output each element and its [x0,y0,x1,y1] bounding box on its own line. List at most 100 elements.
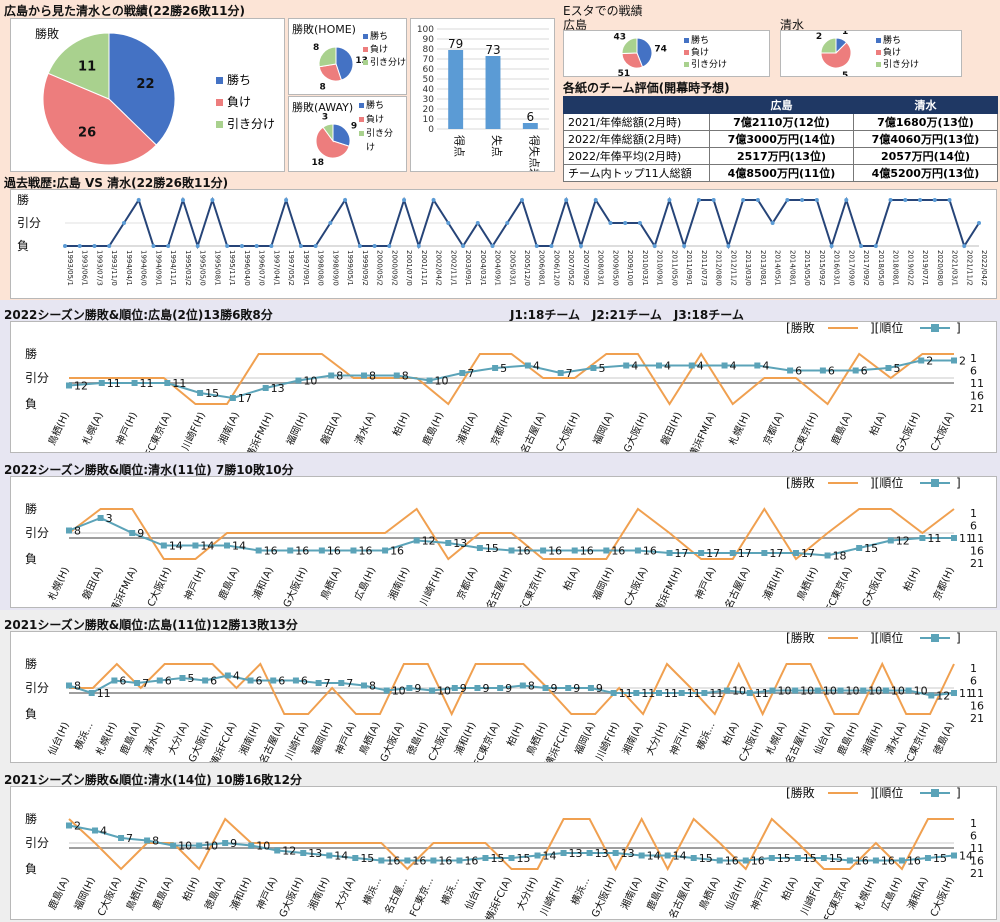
x-tick-label: 1995/03/2 [184,250,192,286]
rank-value: 5 [893,362,900,375]
x-tick-label: 2001/11/1 [420,250,428,286]
rank-value: 13 [569,847,583,860]
rank-value: 11 [107,377,121,390]
rank-marker [300,850,307,856]
x-tick-label: 徳島(A) [930,720,956,757]
x-tick-label: 湘南(A) [619,720,645,757]
pie-label: 9 [351,122,357,132]
rank-marker [846,857,853,864]
rank-marker [716,857,723,864]
rank-value: 14 [334,850,348,863]
history-point [313,244,318,248]
rank-value: 17 [738,547,752,560]
x-tick-label: 札幌(A) [763,720,789,757]
x-tick-label: 2015/05/0 [803,250,811,286]
rank-value: 4 [762,360,769,373]
x-tick-label: 1999/09/2 [361,250,369,286]
x-tick-label: 湘南(H) [858,720,885,758]
es-legend-loss: 負け [876,47,919,59]
pie-label: 74 [654,45,667,55]
rank-value: 11 [140,377,154,390]
rank-value: 6 [861,365,868,378]
result-line [69,661,955,717]
rank-value: 11 [172,377,186,390]
home-pie-box: 勝敗(HOME) 13 8 8 勝ち 負け 引き分け [288,18,407,95]
es-legend-loss-label: 負け [883,48,902,58]
rank-value: 14 [200,540,214,553]
history-point [92,244,97,248]
x-tick-label: 広島(H) [351,565,378,603]
rank-marker [852,367,859,374]
history-title: 過去戦歴:広島 VS 清水(22勝26敗11分) [4,176,229,190]
away-legend-draw: 引き分 [359,127,393,141]
home-pie-title: 勝敗(HOME) [292,23,356,36]
rank-marker [229,395,236,401]
rank-marker [393,372,400,379]
x-tick-label: 横浜FM(A) [107,565,140,607]
rank-marker [459,370,466,376]
overall-pie-title: 勝敗 [35,27,60,41]
away-legend-win-label: 勝ち [366,101,385,111]
legend-rank-marker [931,789,939,797]
rank-marker [224,542,231,549]
rank-value: 8 [74,525,81,538]
rank-marker [88,690,95,696]
rank-marker [482,855,489,861]
x-tick-label: 2004/03/1 [479,250,487,286]
rank-tick: 16 [970,700,984,713]
pie-slice [820,37,837,54]
x-tick-label: 京都(A) [454,565,480,602]
rank-marker [534,852,541,859]
eval-header-blank [563,96,710,114]
rank-marker [872,857,879,864]
rank-marker [746,690,753,696]
estadium-hiroshima-pie: 74 51 43 [613,32,667,76]
rank-marker [202,677,209,684]
bar [448,50,464,129]
rank-value: 8 [369,680,376,693]
history-point [63,244,67,248]
bar-value: 6 [527,110,535,124]
history-point [549,244,554,248]
x-tick-label: 2013/03/0 [744,250,752,286]
history-point [328,221,333,225]
x-tick-label: 仙台(A) [462,875,488,912]
x-tick-label: 徳島(H) [404,720,431,758]
pie-slice [335,46,354,81]
rank-marker [761,550,768,556]
es-legend-draw-label: 引き分け [883,60,920,70]
season-box-1: 勝引分負 1 6 11 16 21 [勝敗][順位] 12 11 11 11 15 17 13 10 8 8 8 1… [10,321,997,453]
rank-value: 15 [864,542,878,555]
x-tick-label: 名古屋(A) [722,565,753,607]
history-point [210,198,215,202]
rank-marker [666,550,673,556]
x-tick-label: 福岡(A) [590,410,616,447]
x-tick-label: G大阪(A) [859,565,889,607]
legend-close: ] [956,477,961,490]
home-legend-draw-label: 引き分け [370,58,407,68]
rank-marker [156,677,163,684]
x-tick-label: 川崎F(A) [798,875,827,917]
x-tick-label: 柏(A) [719,720,741,748]
x-tick-label: 大分(H) [643,720,670,758]
x-tick-label: 2013/08/1 [759,250,767,286]
x-tick-label: 1997/04/1 [272,250,280,286]
rank-value: 11 [641,687,655,700]
x-tick-label: 札幌(H) [852,875,879,913]
history-point [578,244,583,248]
history-point [254,244,259,248]
x-tick-label: 2018/05/0 [877,250,885,286]
rank-marker [222,840,229,846]
y-label: 勝 [25,811,37,826]
rank-value: 7 [142,677,149,690]
rank-marker [571,547,578,554]
rank-value: 16 [751,855,765,868]
x-tick-label: 1995/05/0 [199,250,207,286]
history-point [564,198,569,202]
eh-legend-win-label: 勝ち [691,36,710,46]
rank-value: 6 [278,675,285,688]
x-tick-label: 仙台(H) [722,875,749,913]
history-point [977,221,981,225]
rank-value: 12 [936,690,950,703]
